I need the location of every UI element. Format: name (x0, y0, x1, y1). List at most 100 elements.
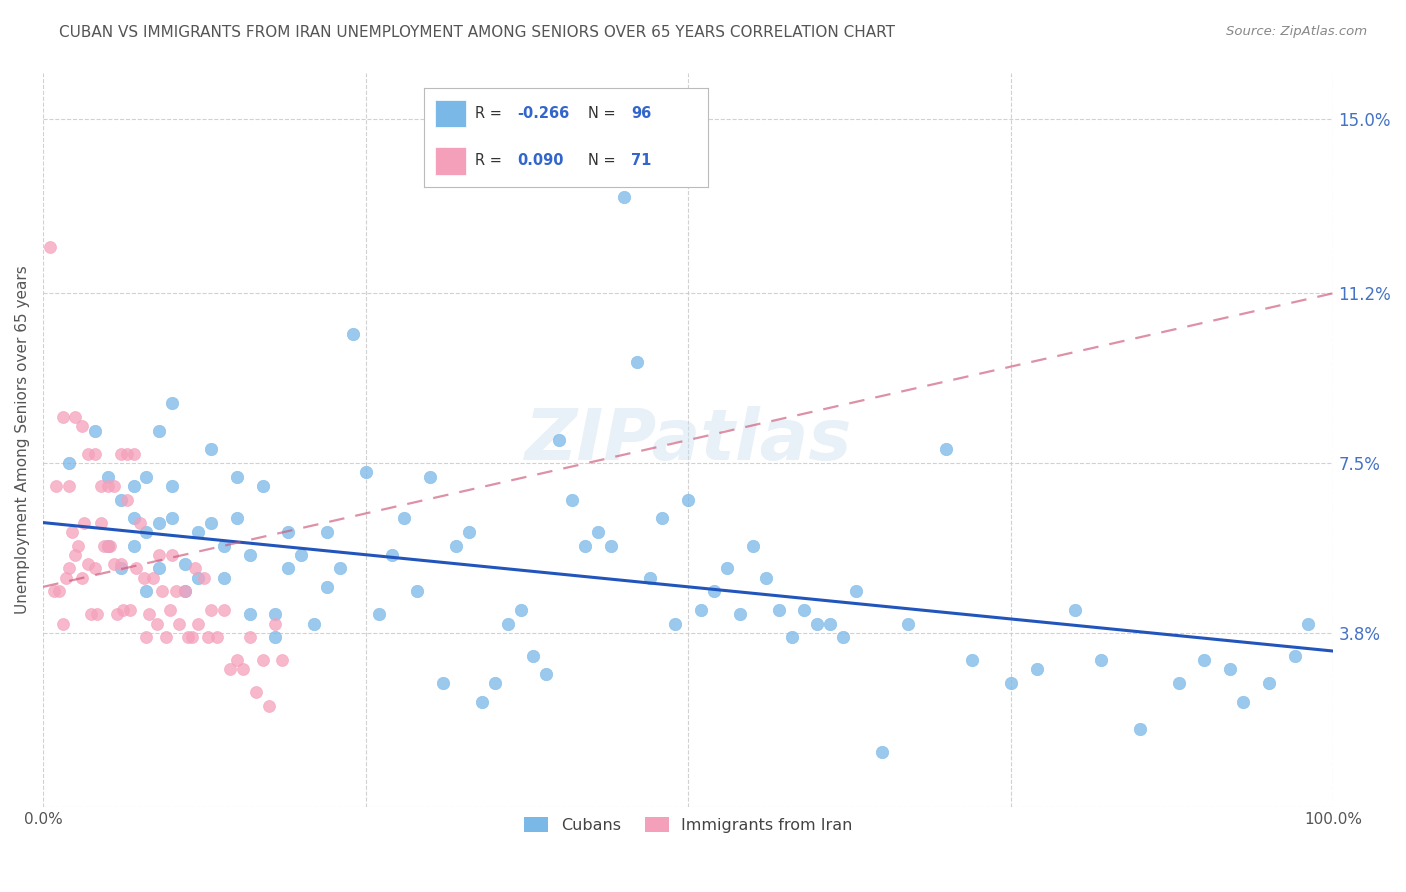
Point (73, 516, 96, 530)
Point (103, 557, 125, 571)
Point (155, 630, 177, 644)
Point (1194, 653, 1216, 667)
Point (818, 616, 841, 631)
Point (122, 539, 145, 553)
Point (264, 607, 287, 622)
Point (65, 548, 87, 562)
Point (845, 584, 868, 599)
Point (145, 616, 167, 631)
Point (1025, 662, 1047, 676)
Point (432, 676, 454, 690)
Point (160, 479, 183, 493)
Y-axis label: Unemployment Among Seniors over 65 years: Unemployment Among Seniors over 65 years (15, 266, 30, 615)
Point (257, 699, 280, 714)
Point (870, 745, 893, 759)
Point (316, 580, 339, 594)
Point (316, 524, 339, 539)
Point (115, 447, 138, 461)
Point (58, 456, 80, 470)
Point (270, 653, 292, 667)
Point (780, 630, 803, 644)
Point (755, 571, 778, 585)
Point (112, 603, 135, 617)
Point (125, 561, 148, 575)
Point (394, 511, 416, 525)
Point (197, 630, 219, 644)
Point (160, 511, 183, 525)
Point (129, 516, 152, 530)
Point (741, 539, 763, 553)
Point (561, 492, 583, 507)
Point (122, 479, 145, 493)
Point (1219, 662, 1241, 676)
Point (77, 557, 100, 571)
Point (80, 607, 103, 622)
Point (768, 603, 790, 617)
Point (159, 603, 181, 617)
Point (200, 442, 222, 457)
Point (60, 524, 83, 539)
Point (1167, 676, 1189, 690)
Point (110, 492, 132, 507)
Point (1296, 616, 1319, 631)
Point (212, 571, 235, 585)
Point (638, 571, 661, 585)
Point (83, 561, 105, 575)
Point (219, 662, 242, 676)
Point (42, 584, 65, 599)
Point (93, 539, 115, 553)
Point (225, 653, 247, 667)
Point (165, 584, 187, 599)
Point (1000, 676, 1022, 690)
Point (90, 479, 112, 493)
Point (160, 548, 183, 562)
Point (207, 630, 229, 644)
Point (806, 616, 828, 631)
Point (1257, 676, 1279, 690)
Point (200, 516, 222, 530)
Point (184, 561, 207, 575)
Point (187, 571, 209, 585)
Point (193, 571, 215, 585)
Point (132, 571, 155, 585)
Point (148, 561, 170, 575)
Point (252, 479, 274, 493)
Point (200, 603, 222, 617)
Point (174, 584, 197, 599)
Point (496, 616, 519, 631)
Point (935, 442, 957, 457)
Point (110, 561, 132, 575)
Point (45, 479, 67, 493)
Point (187, 524, 209, 539)
Point (245, 685, 267, 699)
Point (1284, 648, 1306, 663)
Point (664, 616, 686, 631)
Point (1064, 603, 1087, 617)
Point (419, 469, 441, 483)
Point (148, 548, 170, 562)
Point (716, 561, 738, 575)
Text: Source: ZipAtlas.com: Source: ZipAtlas.com (1226, 25, 1367, 38)
Point (1090, 653, 1112, 667)
Point (444, 539, 467, 553)
Point (105, 607, 128, 622)
Point (65, 410, 87, 425)
Point (122, 511, 145, 525)
Point (138, 607, 160, 622)
Point (703, 584, 725, 599)
Point (536, 667, 558, 681)
Point (174, 584, 197, 599)
Point (1129, 722, 1152, 736)
Point (83, 424, 105, 438)
Point (277, 561, 299, 575)
Point (232, 662, 254, 676)
Point (38, 240, 60, 254)
Point (180, 630, 202, 644)
Point (380, 548, 402, 562)
Point (329, 561, 352, 575)
Point (406, 584, 429, 599)
Point (148, 516, 170, 530)
Point (212, 539, 235, 553)
Point (458, 524, 481, 539)
Point (83, 447, 105, 461)
